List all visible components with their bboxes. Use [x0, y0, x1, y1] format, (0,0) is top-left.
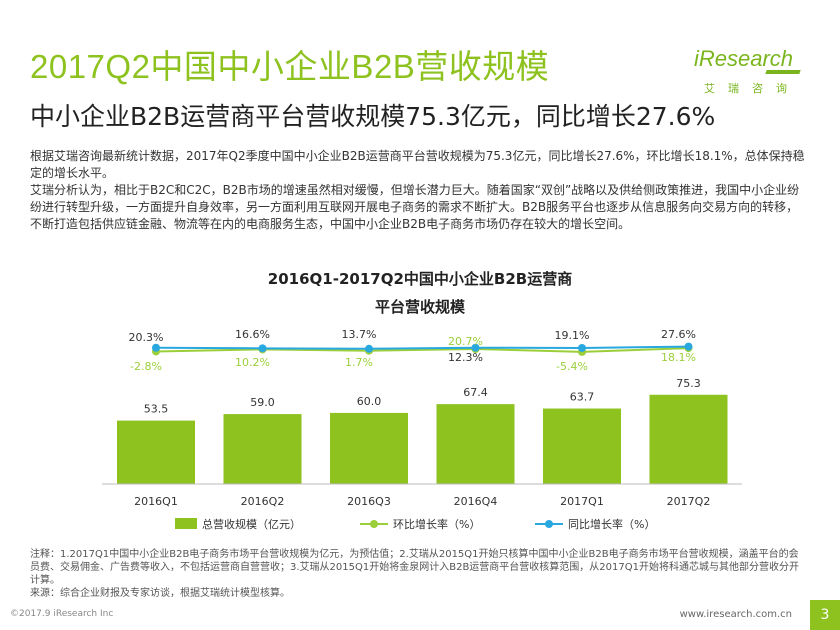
note-text: 注释：1.2017Q1中国中小企业B2B电子商务市场平台营收规模为亿元，为预估值…	[30, 549, 799, 586]
yoy-label: 20.3%	[129, 331, 164, 344]
chart-notes: 注释：1.2017Q1中国中小企业B2B电子商务市场平台营收规模为亿元，为预估值…	[30, 548, 805, 600]
logo-brand-cn: 艾瑞咨询	[704, 82, 800, 95]
x-tick-label: 2016Q1	[134, 495, 178, 508]
bar-label: 63.7	[570, 391, 595, 404]
bar-2016Q3	[330, 412, 408, 484]
bar-label: 67.4	[463, 386, 488, 399]
bar-2016Q1	[117, 420, 195, 484]
legend-bar-swatch	[175, 518, 197, 529]
bar-2016Q4	[436, 404, 515, 484]
x-tick-label: 2016Q3	[347, 495, 391, 508]
x-tick-label: 2016Q4	[454, 495, 498, 508]
yoy-point	[365, 344, 373, 353]
bar-2017Q1	[543, 408, 621, 484]
hb-growth-line	[155, 347, 689, 353]
hb-label: 18.1%	[661, 351, 696, 364]
x-tick-label: 2016Q2	[241, 495, 285, 508]
hb-label: 12.3%	[448, 351, 483, 364]
yoy-label: 20.7%	[448, 335, 483, 348]
legend-yoy-marker	[545, 520, 553, 528]
hb-label: -2.8%	[130, 360, 162, 373]
x-tick-label: 2017Q2	[667, 495, 711, 508]
bar-2016Q2	[223, 414, 302, 484]
copyright: ©2017.9 iResearch Inc	[10, 609, 114, 619]
yoy-point	[471, 343, 480, 352]
yoy-point	[258, 344, 267, 353]
footer-url: www.iresearch.com.cn	[679, 609, 792, 620]
legend-hb-marker	[370, 520, 378, 528]
hb-label: -5.4%	[556, 360, 588, 373]
iresearch-logo: iResearch 艾瑞咨询	[694, 46, 804, 102]
logo-brand: iResearch	[694, 46, 794, 71]
yoy-point	[152, 343, 160, 352]
yoy-point	[684, 342, 693, 351]
page-subtitle: 中小企业B2B运营商平台营收规模75.3亿元，同比增长27.6%	[30, 102, 716, 131]
yoy-point	[578, 343, 586, 352]
bar-label: 53.5	[144, 403, 169, 416]
yoy-label: 16.6%	[235, 328, 270, 341]
legend-yoy-label: 同比增长率（%）	[568, 517, 655, 531]
bar-label: 60.0	[357, 395, 382, 408]
source-text: 来源：综合企业财报及专家访谈，根据艾瑞统计模型核算。	[30, 588, 290, 599]
hb-label: 1.7%	[345, 356, 373, 369]
bar-label: 59.0	[250, 396, 275, 409]
page-number: 3	[810, 600, 840, 630]
analysis-paragraph-1: 根据艾瑞咨询最新统计数据，2017年Q2季度中国中小企业B2B运营商平台营收规模…	[30, 149, 805, 180]
page-title: 2017Q2中国中小企业B2B营收规模	[30, 48, 550, 85]
bar-2017Q2	[649, 394, 728, 484]
yoy-label: 13.7%	[342, 328, 377, 341]
legend-hb-label: 环比增长率（%）	[393, 517, 480, 531]
analysis-paragraph-2: 艾瑞分析认为，相比于B2C和C2C，B2B市场的增速虽然相对缓慢，但增长潜力巨大…	[30, 183, 800, 231]
yoy-growth-line	[155, 345, 689, 350]
chart-title-line2: 平台营收规模	[374, 298, 465, 316]
chart-title-line1: 2016Q1-2017Q2中国中小企业B2B运营商	[267, 270, 573, 288]
legend-bar-label: 总营收规模（亿元）	[202, 517, 301, 531]
x-tick-label: 2017Q1	[560, 495, 604, 508]
hb-label: 10.2%	[235, 356, 270, 369]
bar-label: 75.3	[676, 377, 701, 390]
yoy-label: 27.6%	[661, 328, 696, 341]
yoy-label: 19.1%	[555, 329, 590, 342]
